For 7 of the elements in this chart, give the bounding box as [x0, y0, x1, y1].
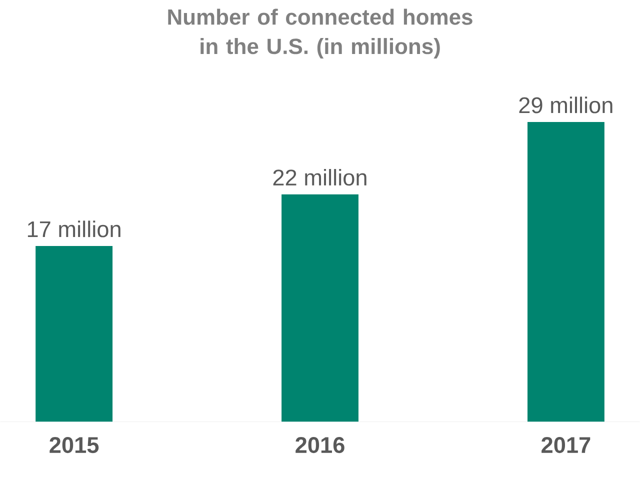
x-tick-label: 2016: [296, 437, 344, 454]
x-tick-label: 2017: [542, 437, 590, 454]
data-label: 17 million: [28, 220, 120, 238]
x-tick-label: 2015: [50, 437, 99, 454]
data-label: 29 million: [519, 96, 612, 114]
data-label: 22 million: [273, 169, 366, 186]
chart-title: Number of connected homes in the U.S. (in millions): [168, 8, 472, 59]
